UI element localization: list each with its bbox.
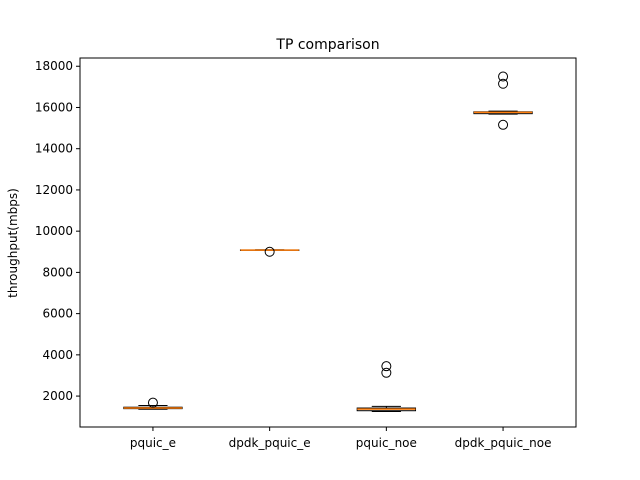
outlier-point (498, 78, 509, 89)
x-tick-label: pquic_noe (356, 436, 417, 450)
y-tick-label: 8000 (42, 265, 73, 279)
outlier-point (381, 367, 392, 378)
outlier-point (381, 361, 392, 372)
outlier-point (147, 397, 158, 408)
y-tick-label: 4000 (42, 348, 73, 362)
y-tick-label: 18000 (35, 59, 73, 73)
plot-frame (79, 57, 577, 428)
chart-title: TP comparison (275, 37, 379, 53)
x-tick-label: dpdk_pquic_noe (455, 436, 552, 450)
outlier-point (498, 119, 509, 130)
y-tick-label: 14000 (35, 142, 73, 156)
y-tick-label: 10000 (35, 224, 73, 238)
y-axis-title: throughput(mbps) (6, 188, 20, 298)
y-tick-label: 16000 (35, 100, 73, 114)
x-tick-label: dpdk_pquic_e (229, 436, 311, 450)
y-tick-label: 2000 (42, 389, 73, 403)
y-tick-label: 12000 (35, 183, 73, 197)
outlier-point (264, 246, 275, 257)
plot-area: 2000 4000 6000 8000 10000 12000 14000 16000 1800… (35, 59, 552, 450)
x-tick-label: pquic_e (130, 436, 176, 450)
outlier-point (498, 71, 509, 82)
y-tick-label: 6000 (42, 307, 73, 321)
